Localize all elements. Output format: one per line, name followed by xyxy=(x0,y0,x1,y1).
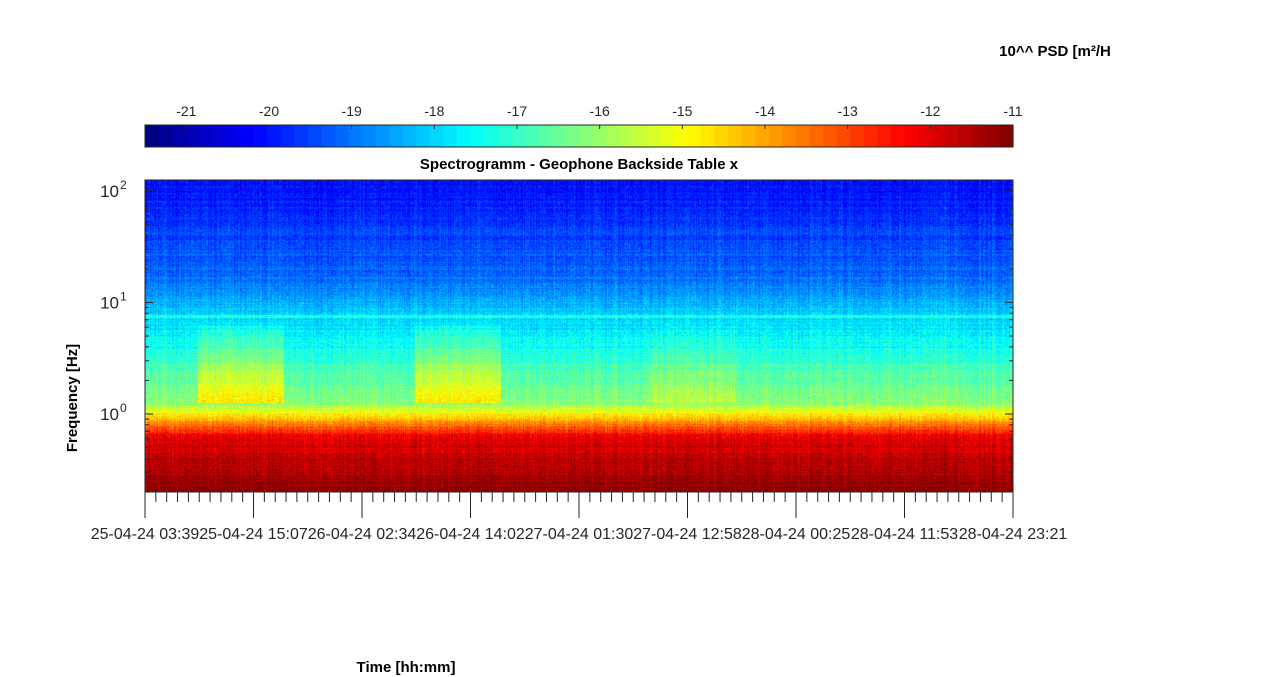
x-tick-label: 26-04-24 14:02 xyxy=(416,526,525,543)
y-tick-label: 10 xyxy=(100,293,119,312)
colorbar-tick-label: -16 xyxy=(590,103,610,119)
x-axis: 25-04-24 03:39 25-04-24 15:07 26-04-24 02:… xyxy=(91,492,1068,543)
y-tick-label: 10 xyxy=(100,182,119,201)
spectrogram-image xyxy=(145,180,1013,492)
colorbar-label: 10^^ PSD [m²/H xyxy=(999,43,1111,60)
y-tick-exponent: 0 xyxy=(120,401,127,415)
x-tick-label: 25-04-24 03:39 xyxy=(91,526,200,543)
y-tick-label: 10 xyxy=(100,405,119,424)
y-axis-label: Frequency [Hz] xyxy=(64,344,81,452)
colorbar-ticks: -21 -20 -19 -18 -17 -16 -15 -14 -13 -12 -11 xyxy=(176,103,1023,129)
x-axis-label: Time [hh:mm] xyxy=(357,659,456,676)
colorbar-tick-label: -21 xyxy=(176,103,196,119)
colorbar-tick-label: -17 xyxy=(507,103,527,119)
x-tick-label: 27-04-24 12:58 xyxy=(633,526,742,543)
chart-title: Spectrogramm - Geophone Backside Table x xyxy=(420,156,739,173)
colorbar-tick-label: -12 xyxy=(920,103,940,119)
x-tick-label: 28-04-24 00:25 xyxy=(742,526,851,543)
colorbar-tick-label: -19 xyxy=(342,103,362,119)
colorbar-tick-label: -13 xyxy=(838,103,858,119)
colorbar: -21 -20 -19 -18 -17 -16 -15 -14 -13 -12 -11 xyxy=(144,103,1023,148)
y-tick-exponent: 2 xyxy=(120,178,127,192)
colorbar-tick-label: -20 xyxy=(259,103,279,119)
colorbar-gradient xyxy=(145,125,1014,147)
x-tick-label: 26-04-24 02:34 xyxy=(308,526,417,543)
colorbar-tick-label: -18 xyxy=(424,103,444,119)
x-tick-label: 28-04-24 23:21 xyxy=(959,526,1068,543)
x-tick-label: 27-04-24 01:30 xyxy=(525,526,634,543)
colorbar-tick-label: -14 xyxy=(755,103,775,119)
colorbar-tick-label: -11 xyxy=(1003,103,1022,119)
y-tick-exponent: 1 xyxy=(120,289,127,303)
x-tick-label: 25-04-24 15:07 xyxy=(199,526,308,543)
x-tick-label: 28-04-24 11:53 xyxy=(851,526,958,543)
colorbar-tick-label: -15 xyxy=(672,103,692,119)
